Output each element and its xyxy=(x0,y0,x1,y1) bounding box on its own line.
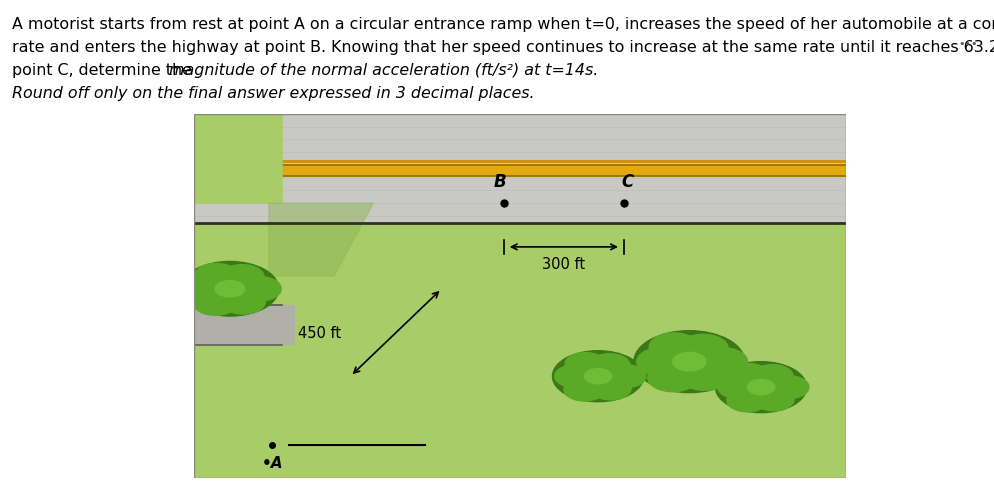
Circle shape xyxy=(194,264,239,288)
Bar xyxy=(194,166,845,177)
Circle shape xyxy=(672,353,706,371)
Polygon shape xyxy=(99,102,281,204)
Bar xyxy=(194,165,845,166)
Circle shape xyxy=(583,369,611,384)
Circle shape xyxy=(678,335,728,363)
Circle shape xyxy=(588,354,629,377)
Circle shape xyxy=(564,378,604,401)
Circle shape xyxy=(751,365,792,388)
Text: 450 ft: 450 ft xyxy=(297,325,340,340)
Circle shape xyxy=(552,351,643,402)
Circle shape xyxy=(181,262,278,316)
Text: •A: •A xyxy=(261,455,282,469)
Circle shape xyxy=(752,388,793,411)
Text: magnitude of the normal acceleration (ft/s²) at t=14s.: magnitude of the normal acceleration (ft… xyxy=(169,63,597,78)
Text: Round off only on the final answer expressed in 3 decimal places.: Round off only on the final answer expre… xyxy=(12,86,534,101)
Text: •••: ••• xyxy=(957,39,977,49)
Circle shape xyxy=(728,364,768,386)
Polygon shape xyxy=(28,62,281,204)
Circle shape xyxy=(636,348,686,376)
Circle shape xyxy=(746,380,774,395)
Circle shape xyxy=(221,290,265,314)
Circle shape xyxy=(215,281,245,297)
Bar xyxy=(194,176,845,178)
Text: rate and enters the highway at point B. Knowing that her speed continues to incr: rate and enters the highway at point B. … xyxy=(12,40,994,55)
Bar xyxy=(194,161,845,164)
Bar xyxy=(194,305,295,346)
Circle shape xyxy=(555,365,595,388)
Circle shape xyxy=(726,389,767,412)
Text: A motorist starts from rest at point A on a circular entrance ramp when t=0, inc: A motorist starts from rest at point A o… xyxy=(12,17,994,32)
Circle shape xyxy=(715,362,806,413)
Circle shape xyxy=(589,377,630,400)
Bar xyxy=(194,115,845,224)
Circle shape xyxy=(193,291,237,316)
Circle shape xyxy=(767,376,808,399)
Text: C: C xyxy=(620,173,633,191)
Circle shape xyxy=(679,363,729,390)
Text: point C, determine the: point C, determine the xyxy=(12,63,192,78)
Circle shape xyxy=(237,277,281,302)
Circle shape xyxy=(647,364,697,392)
Text: B: B xyxy=(494,173,506,191)
Circle shape xyxy=(697,348,746,376)
Circle shape xyxy=(220,265,263,290)
Circle shape xyxy=(183,277,228,302)
Circle shape xyxy=(717,376,758,399)
Circle shape xyxy=(633,331,744,393)
Text: 300 ft: 300 ft xyxy=(542,257,584,271)
Polygon shape xyxy=(268,204,373,277)
Circle shape xyxy=(565,353,605,376)
Circle shape xyxy=(648,333,699,361)
Circle shape xyxy=(604,365,645,388)
